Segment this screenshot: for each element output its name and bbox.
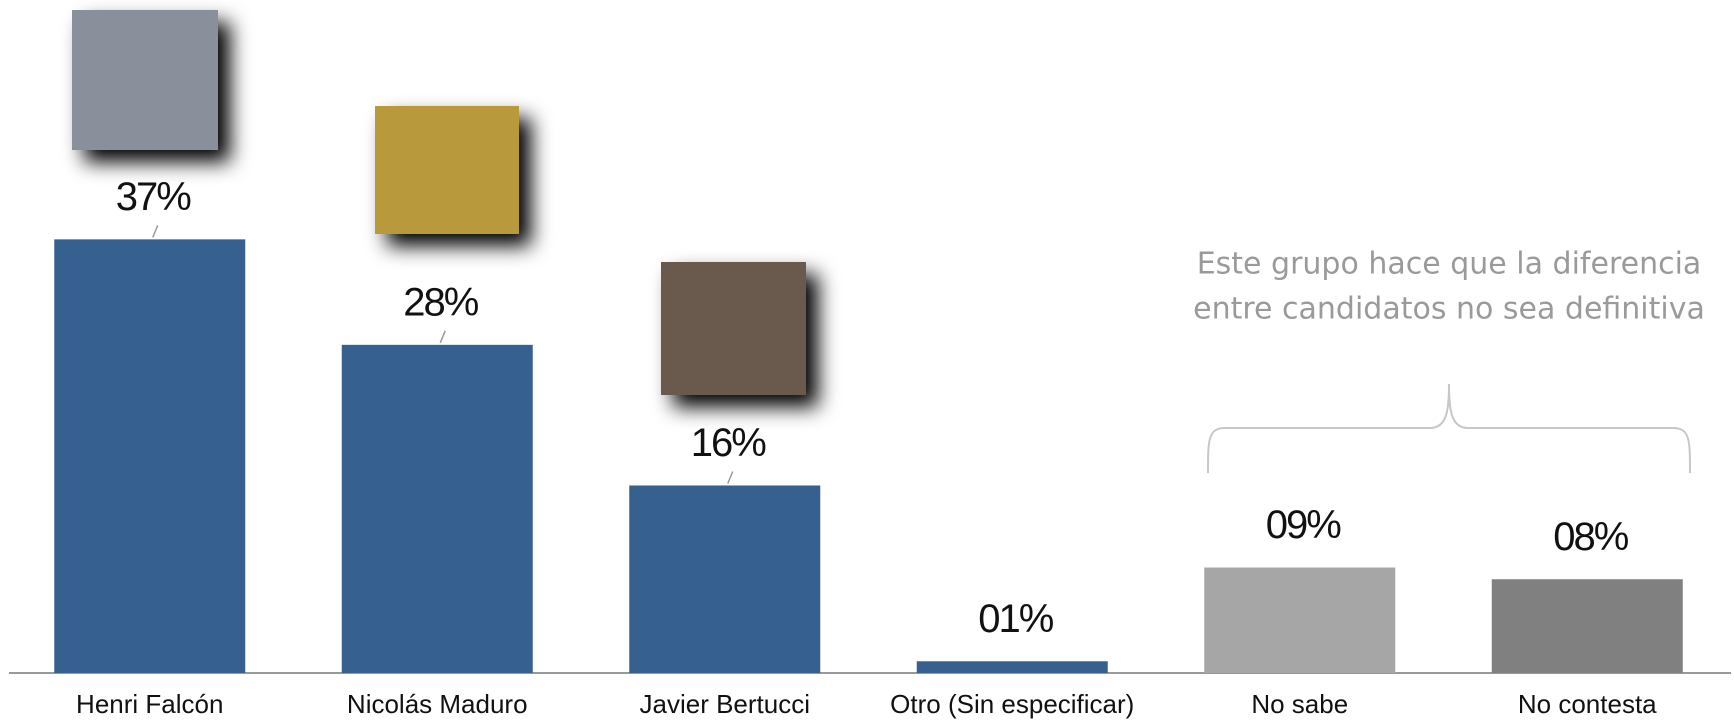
bar bbox=[629, 485, 821, 673]
bar bbox=[54, 239, 246, 674]
photo bbox=[375, 106, 519, 234]
label-leader bbox=[727, 471, 734, 484]
x-tick-label: No contesta bbox=[1518, 689, 1657, 719]
annotation: entre candidatos no sea definitiva bbox=[1193, 292, 1705, 327]
value-label: 01% bbox=[978, 597, 1053, 641]
x-tick-label: No sabe bbox=[1251, 689, 1348, 719]
bar bbox=[916, 661, 1108, 673]
photo bbox=[72, 10, 218, 150]
bar bbox=[341, 344, 533, 673]
bar bbox=[1491, 579, 1683, 673]
x-tick-label: Henri Falcón bbox=[76, 689, 223, 719]
label-leader bbox=[439, 330, 446, 344]
value-label: 16% bbox=[691, 421, 766, 465]
value-label: 28% bbox=[403, 280, 478, 324]
bar bbox=[1204, 567, 1396, 673]
value-label: 08% bbox=[1553, 515, 1628, 559]
x-tick-label: Javier Bertucci bbox=[640, 689, 811, 719]
value-label: 37% bbox=[116, 175, 191, 219]
x-tick-label: Nicolás Maduro bbox=[347, 689, 528, 719]
label-leader bbox=[152, 225, 159, 238]
annotation: Este grupo hace que la diferencia bbox=[1197, 247, 1702, 282]
x-tick-label: Otro (Sin especificar) bbox=[890, 689, 1134, 719]
value-label: 09% bbox=[1266, 503, 1341, 547]
photos bbox=[72, 10, 806, 395]
brace bbox=[1207, 383, 1691, 474]
photo bbox=[661, 262, 806, 395]
